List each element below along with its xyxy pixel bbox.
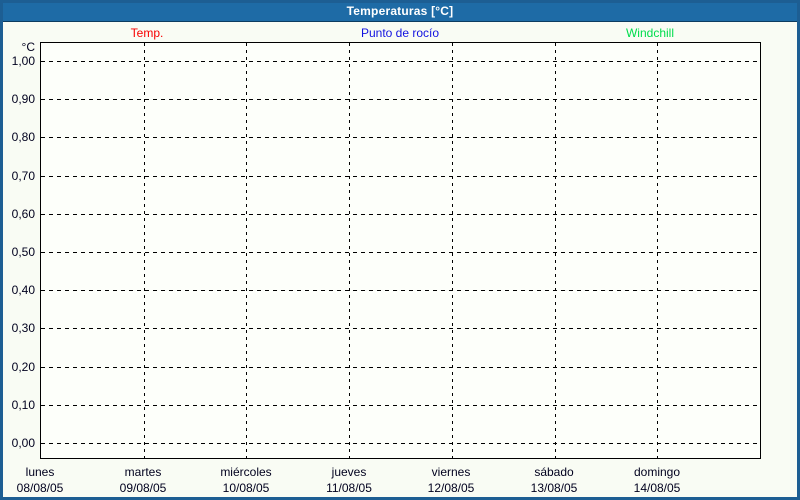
x-date-label-3: 11/08/05 bbox=[326, 481, 372, 495]
x-day-label-jueves: jueves bbox=[331, 465, 367, 479]
gridline-y-0_50 bbox=[41, 252, 760, 253]
x-date-label-6: 14/08/05 bbox=[633, 481, 681, 495]
gridline-day-boundary-4 bbox=[452, 43, 453, 458]
x-date-label-5: 13/08/05 bbox=[530, 481, 578, 495]
gridline-y-0_60 bbox=[41, 214, 760, 215]
chart-title-bar: Temperaturas [°C] bbox=[0, 0, 800, 22]
x-day-label-martes: martes bbox=[124, 465, 162, 479]
gridline-y-0_40 bbox=[41, 290, 760, 291]
plot-area bbox=[40, 42, 761, 459]
y-tick-label: 0,50 bbox=[11, 245, 35, 259]
x-date-label-4: 12/08/05 bbox=[427, 481, 475, 495]
gridline-y-0_80 bbox=[41, 137, 760, 138]
x-day-label-domingo: domingo bbox=[633, 465, 681, 479]
y-tick-label: 0,20 bbox=[11, 360, 35, 374]
gridline-day-boundary-2 bbox=[246, 43, 247, 458]
gridline-y-0_20 bbox=[41, 367, 760, 368]
x-day-label-sábado: sábado bbox=[534, 465, 574, 479]
gridline-y-1_00 bbox=[41, 61, 760, 62]
chart-title: Temperaturas [°C] bbox=[346, 3, 454, 18]
y-tick-label: 0,80 bbox=[11, 130, 35, 144]
x-day-label-lunes: lunes bbox=[25, 465, 55, 479]
legend-item-windchill: Windchill bbox=[625, 26, 674, 40]
gridline-y-0_00 bbox=[41, 443, 760, 444]
gridline-day-boundary-6 bbox=[657, 43, 658, 458]
y-tick-label: 0,40 bbox=[11, 283, 35, 297]
x-day-label-viernes: viernes bbox=[431, 465, 471, 479]
y-tick-label: 0,60 bbox=[11, 207, 35, 221]
gridline-y-0_90 bbox=[41, 99, 760, 100]
x-day-label-miércoles: miércoles bbox=[220, 465, 272, 479]
gridline-day-boundary-1 bbox=[144, 43, 145, 458]
y-tick-label: 1,00 bbox=[11, 54, 35, 68]
gridline-y-0_30 bbox=[41, 328, 760, 329]
legend: Temp. Punto de rocío Windchill bbox=[0, 26, 800, 40]
y-tick-label: 0,10 bbox=[11, 398, 35, 412]
gridline-y-0_70 bbox=[41, 176, 760, 177]
gridline-day-boundary-5 bbox=[555, 43, 556, 458]
gridline-y-0_10 bbox=[41, 405, 760, 406]
y-tick-label: 0,90 bbox=[11, 92, 35, 106]
x-date-label-0: 08/08/05 bbox=[16, 481, 64, 495]
y-tick-label: 0,00 bbox=[11, 436, 35, 450]
x-date-label-2: 10/08/05 bbox=[222, 481, 270, 495]
legend-item-punto-de-rocio: Punto de rocío bbox=[360, 26, 440, 40]
y-axis-unit-label: °C bbox=[21, 40, 35, 54]
x-date-label-1: 09/08/05 bbox=[119, 481, 167, 495]
y-tick-label: 0,70 bbox=[11, 169, 35, 183]
legend-item-temp: Temp. bbox=[130, 26, 164, 40]
y-tick-label: 0,30 bbox=[11, 321, 35, 335]
gridline-day-boundary-3 bbox=[349, 43, 350, 458]
